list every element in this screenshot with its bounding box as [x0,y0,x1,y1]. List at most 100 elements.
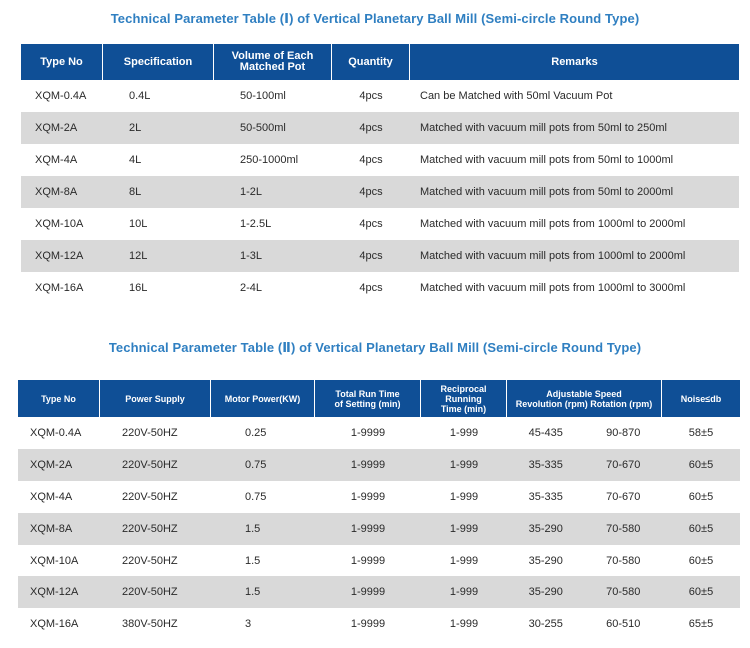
cell-run-time: 1-9999 [315,448,421,481]
cell-reciprocal-time: 1-999 [421,608,507,641]
cell-specification: 2L [103,112,214,144]
header-quantity: Quantity [332,44,410,80]
cell-noise: 60±5 [662,448,740,481]
cell-noise: 60±5 [662,480,740,513]
cell-quantity: 4pcs [332,144,410,176]
table-row: XQM-2A 220V-50HZ 0.75 1-9999 1-999 35-335 70-6… [18,448,740,481]
cell-motor-power: 1.5 [211,544,315,577]
cell-rotation: 60-510 [606,618,641,631]
header-motor-power: Motor Power(KW) [211,380,315,417]
header-specification: Specification [103,44,214,80]
cell-motor-power: 1.5 [211,512,315,545]
cell-reciprocal-time: 1-999 [421,448,507,481]
header-type-no: Type No [18,380,100,417]
cell-run-time: 1-9999 [315,608,421,641]
cell-adjustable-speed: 45-435 90-870 [507,417,662,449]
cell-quantity: 4pcs [332,80,410,112]
cell-power-supply: 220V-50HZ [100,576,211,609]
cell-volume: 1-2.5L [214,208,332,240]
cell-adjustable-speed: 30-255 60-510 [507,608,662,641]
table-row: XQM-0.4A 0.4L 50-100ml 4pcs Can be Matched w… [21,80,739,112]
cell-type-no: XQM-10A [21,208,103,240]
cell-revolution: 30-255 [528,618,563,631]
cell-type-no: XQM-12A [21,240,103,272]
cell-power-supply: 220V-50HZ [100,512,211,545]
cell-adjustable-speed: 35-290 70-580 [507,512,662,545]
cell-reciprocal-time: 1-999 [421,544,507,577]
table1-header-row: Type No Specification Volume of Each Matc… [21,44,739,80]
cell-type-no: XQM-8A [18,512,100,545]
table1-title: Technical Parameter Table (Ⅰ) of Vertica… [110,11,640,26]
cell-run-time: 1-9999 [315,417,421,449]
cell-motor-power: 0.75 [211,480,315,513]
table-row: XQM-16A 380V-50HZ 3 1-9999 1-999 30-255 60-510… [18,608,740,641]
cell-type-no: XQM-2A [18,448,100,481]
cell-type-no: XQM-4A [18,480,100,513]
cell-remarks: Matched with vacuum mill pots from 1000m… [410,272,739,304]
cell-noise: 60±5 [662,576,740,609]
table-row: XQM-12A 220V-50HZ 1.5 1-9999 1-999 35-290 70-5… [18,576,740,609]
cell-rotation: 70-670 [606,458,641,471]
cell-power-supply: 380V-50HZ [100,608,211,641]
header-volume-line2: Matched Pot [239,61,306,73]
header-speed-line1: Adjustable Speed [546,388,622,399]
header-reciprocal-line2: Time (min) [440,403,487,414]
cell-type-no: XQM-12A [18,576,100,609]
cell-rotation: 90-870 [606,426,641,439]
table-row: XQM-4A 4L 250-1000ml 4pcs Matched with vacuu… [21,144,739,176]
cell-power-supply: 220V-50HZ [100,480,211,513]
cell-revolution: 35-290 [528,554,563,567]
cell-remarks: Matched with vacuum mill pots from 1000m… [410,240,739,272]
header-remarks: Remarks [410,44,739,80]
cell-motor-power: 0.25 [211,417,315,449]
cell-revolution: 35-335 [528,458,563,471]
cell-motor-power: 0.75 [211,448,315,481]
cell-remarks: Matched with vacuum mill pots from 50ml … [410,112,739,144]
table-row: XQM-10A 220V-50HZ 1.5 1-9999 1-999 35-290 70-5… [18,544,740,577]
cell-adjustable-speed: 35-335 70-670 [507,480,662,513]
header-run-time-line1: Total Run Time [335,388,400,399]
cell-type-no: XQM-2A [21,112,103,144]
cell-remarks: Matched with vacuum mill pots from 1000m… [410,208,739,240]
cell-volume: 50-100ml [214,80,332,112]
table2-title: Technical Parameter Table (Ⅱ) of Vertica… [108,340,642,355]
header-adjustable-speed: Adjustable Speed Revolution (rpm) Rotatio… [507,380,662,417]
table-row: XQM-12A 12L 1-3L 4pcs Matched with vacuum mi… [21,240,739,272]
header-volume-line1: Volume of Each [231,50,314,62]
cell-specification: 4L [103,144,214,176]
cell-volume: 50-500ml [214,112,332,144]
cell-rotation: 70-580 [606,586,641,599]
cell-adjustable-speed: 35-290 70-580 [507,576,662,609]
cell-quantity: 4pcs [332,208,410,240]
table2-header-row: Type No Power Supply Motor Power(KW) Tot… [18,380,740,417]
cell-power-supply: 220V-50HZ [100,544,211,577]
cell-run-time: 1-9999 [315,480,421,513]
cell-motor-power: 3 [211,608,315,641]
cell-type-no: XQM-4A [21,144,103,176]
header-reciprocal-line1: Reciprocal Running [440,383,487,404]
cell-quantity: 4pcs [332,272,410,304]
cell-volume: 250-1000ml [214,144,332,176]
table-row: XQM-10A 10L 1-2.5L 4pcs Matched with vacuum … [21,208,739,240]
cell-volume: 1-3L [214,240,332,272]
header-noise: Noise≤db [662,380,740,417]
cell-type-no: XQM-0.4A [18,417,100,449]
cell-specification: 10L [103,208,214,240]
cell-power-supply: 220V-50HZ [100,417,211,449]
cell-adjustable-speed: 35-290 70-580 [507,544,662,577]
cell-revolution: 35-290 [528,522,563,535]
table-row: XQM-4A 220V-50HZ 0.75 1-9999 1-999 35-335 70-6… [18,480,740,513]
cell-reciprocal-time: 1-999 [421,576,507,609]
table-row: XQM-8A 8L 1-2L 4pcs Matched with vacuum mill… [21,176,739,208]
cell-rotation: 70-580 [606,522,641,535]
cell-run-time: 1-9999 [315,576,421,609]
cell-quantity: 4pcs [332,176,410,208]
header-run-time-line2: of Setting (min) [334,398,401,409]
cell-run-time: 1-9999 [315,544,421,577]
cell-remarks: Can be Matched with 50ml Vacuum Pot [410,80,739,112]
cell-type-no: XQM-16A [21,272,103,304]
cell-specification: 0.4L [103,80,214,112]
parameter-table-1: Type No Specification Volume of Each Matc… [21,44,739,304]
cell-power-supply: 220V-50HZ [100,448,211,481]
cell-noise: 58±5 [662,417,740,449]
